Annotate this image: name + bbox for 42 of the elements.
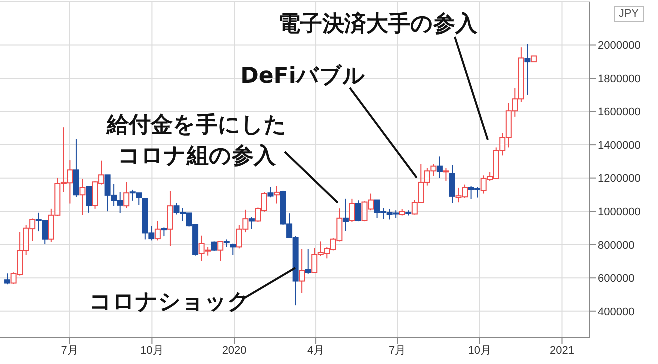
annotation: 電子決済大手の参入 <box>278 10 478 36</box>
y-tick-label: 2000000 <box>598 40 641 52</box>
candlestick <box>349 198 356 223</box>
candlestick <box>167 190 174 247</box>
x-tick-label: 2020 <box>222 344 247 357</box>
annotation: DeFiバブル <box>240 64 366 88</box>
candlestick <box>218 241 224 262</box>
x-tick-label: 7月 <box>61 344 78 357</box>
candlestick <box>443 168 450 182</box>
y-tick-label: 1000000 <box>598 206 641 218</box>
y-tick-label: 1800000 <box>598 73 641 86</box>
y-tick-label: 1200000 <box>598 173 641 186</box>
candlestick <box>342 198 349 232</box>
x-tick-label: 10月 <box>468 344 492 357</box>
candlestick <box>305 248 312 274</box>
candlestick <box>449 164 456 204</box>
candlestick <box>274 186 280 204</box>
candlestick <box>230 243 236 256</box>
candlestick <box>80 178 86 216</box>
x-tick-label: 10月 <box>140 344 164 357</box>
candlestick <box>268 186 274 198</box>
candlestick <box>299 248 306 294</box>
candlestick <box>524 44 531 96</box>
candlestick <box>4 273 11 286</box>
candlestick <box>436 156 443 179</box>
y-axis-title: JPY <box>614 6 644 22</box>
y-tick-label: 400000 <box>598 306 635 318</box>
x-tick-label: 4月 <box>307 344 325 357</box>
annotation: コロナショック <box>90 290 250 314</box>
y-tick-label: 800000 <box>598 240 635 252</box>
y-tick-label: 1600000 <box>598 106 641 119</box>
x-tick-label: 7月 <box>388 344 406 357</box>
y-tick-label: 1400000 <box>598 140 641 152</box>
candlestick <box>86 186 92 214</box>
candlestick <box>355 200 362 222</box>
annotation: 給付金を手にしたコロナ組の参入 <box>106 112 287 168</box>
candlestick <box>124 182 130 209</box>
candlestick <box>154 220 161 242</box>
candlestick <box>248 216 255 230</box>
x-tick-label: 2021 <box>550 344 574 357</box>
y-tick-label: 600000 <box>598 273 635 286</box>
candlestick <box>211 241 218 252</box>
